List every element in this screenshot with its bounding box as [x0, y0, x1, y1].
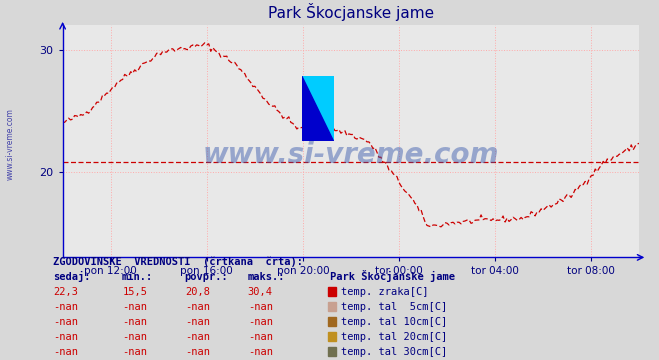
Text: -nan: -nan	[248, 332, 273, 342]
Text: Park Škocjanske jame: Park Škocjanske jame	[330, 270, 455, 282]
Text: povpr.:: povpr.:	[185, 272, 228, 282]
Text: -nan: -nan	[185, 302, 210, 312]
Text: 22,3: 22,3	[53, 287, 78, 297]
Text: maks.:: maks.:	[247, 272, 285, 282]
Text: www.si-vreme.com: www.si-vreme.com	[5, 108, 14, 180]
Text: -nan: -nan	[53, 332, 78, 342]
Text: -nan: -nan	[185, 332, 210, 342]
Bar	[302, 76, 318, 109]
Text: -nan: -nan	[53, 347, 78, 357]
Text: temp. tal  5cm[C]: temp. tal 5cm[C]	[341, 302, 447, 312]
Text: 20,8: 20,8	[185, 287, 210, 297]
Text: 15,5: 15,5	[123, 287, 148, 297]
Text: -nan: -nan	[248, 317, 273, 327]
Text: temp. tal 10cm[C]: temp. tal 10cm[C]	[341, 317, 447, 327]
Text: min.:: min.:	[122, 272, 153, 282]
Text: -nan: -nan	[123, 332, 148, 342]
Text: -nan: -nan	[123, 302, 148, 312]
Text: temp. zraka[C]: temp. zraka[C]	[341, 287, 429, 297]
Text: sedaj:: sedaj:	[53, 271, 90, 282]
Text: temp. tal 30cm[C]: temp. tal 30cm[C]	[341, 347, 447, 357]
Text: -nan: -nan	[123, 317, 148, 327]
Text: -nan: -nan	[185, 317, 210, 327]
Bar	[318, 76, 333, 109]
Text: www.si-vreme.com: www.si-vreme.com	[203, 141, 499, 169]
Text: -nan: -nan	[53, 317, 78, 327]
Text: -nan: -nan	[248, 302, 273, 312]
Text: -nan: -nan	[185, 347, 210, 357]
Text: ZGODOVINSKE  VREDNOSTI  (črtkana  črta):: ZGODOVINSKE VREDNOSTI (črtkana črta):	[53, 256, 302, 267]
Text: 30,4: 30,4	[248, 287, 273, 297]
Text: -nan: -nan	[123, 347, 148, 357]
Bar	[302, 109, 318, 141]
Text: -nan: -nan	[248, 347, 273, 357]
Title: Park Škocjanske jame: Park Škocjanske jame	[268, 3, 434, 21]
Text: temp. tal 20cm[C]: temp. tal 20cm[C]	[341, 332, 447, 342]
Polygon shape	[302, 76, 333, 141]
Text: -nan: -nan	[53, 302, 78, 312]
Bar	[318, 109, 333, 141]
Polygon shape	[302, 76, 333, 141]
